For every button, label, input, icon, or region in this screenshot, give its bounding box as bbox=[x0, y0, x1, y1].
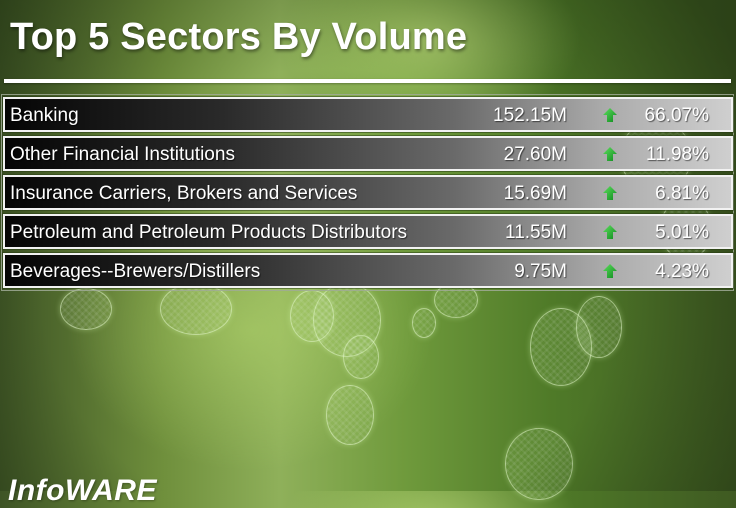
decorative-bubble bbox=[326, 385, 374, 445]
decorative-bubble bbox=[576, 296, 622, 358]
arrow-up-icon bbox=[603, 225, 617, 239]
arrow-up-icon bbox=[603, 147, 617, 161]
sector-volume: 152.15M bbox=[493, 105, 567, 126]
sector-name: Banking bbox=[10, 105, 79, 126]
brand-logo-text: InfoWARE bbox=[8, 474, 157, 507]
sector-percent: 6.81% bbox=[655, 183, 709, 204]
sector-volume: 15.69M bbox=[503, 183, 567, 204]
decorative-bubble bbox=[160, 283, 232, 335]
sector-row-beverages[interactable]: Beverages--Brewers/Distillers 9.75M 4.23… bbox=[3, 253, 733, 288]
decorative-bubble bbox=[60, 288, 112, 330]
decorative-bubble bbox=[412, 308, 436, 338]
page-title: Top 5 Sectors By Volume bbox=[10, 16, 468, 58]
sector-row-other-financial-institutions[interactable]: Other Financial Institutions 27.60M 11.9… bbox=[3, 136, 733, 171]
sector-percent: 5.01% bbox=[655, 222, 709, 243]
arrow-up-icon bbox=[603, 264, 617, 278]
sector-name: Petroleum and Petroleum Products Distrib… bbox=[10, 222, 408, 243]
decorative-bubble bbox=[290, 290, 334, 342]
sector-row-petroleum[interactable]: Petroleum and Petroleum Products Distrib… bbox=[3, 214, 733, 249]
sectors-table bbox=[1, 94, 734, 291]
sector-volume: 9.75M bbox=[514, 261, 567, 282]
sector-row-insurance[interactable]: Insurance Carriers, Brokers and Services… bbox=[3, 175, 733, 210]
sector-volume: 11.55M bbox=[505, 222, 567, 243]
sector-percent: 11.98% bbox=[645, 144, 709, 165]
sector-name: Other Financial Institutions bbox=[10, 144, 235, 165]
arrow-up-icon bbox=[603, 108, 617, 122]
sector-row-banking[interactable]: Banking 152.15M 66.07% bbox=[3, 97, 733, 132]
sector-percent: 66.07% bbox=[644, 105, 709, 126]
decorative-bubble bbox=[343, 335, 379, 379]
sector-percent: 4.23% bbox=[655, 261, 709, 282]
sector-name: Insurance Carriers, Brokers and Services bbox=[10, 183, 358, 204]
arrow-up-icon bbox=[603, 186, 617, 200]
title-divider bbox=[4, 79, 731, 83]
sector-volume: 27.60M bbox=[503, 144, 567, 165]
sector-name: Beverages--Brewers/Distillers bbox=[10, 261, 261, 282]
decorative-bubble bbox=[505, 428, 573, 500]
